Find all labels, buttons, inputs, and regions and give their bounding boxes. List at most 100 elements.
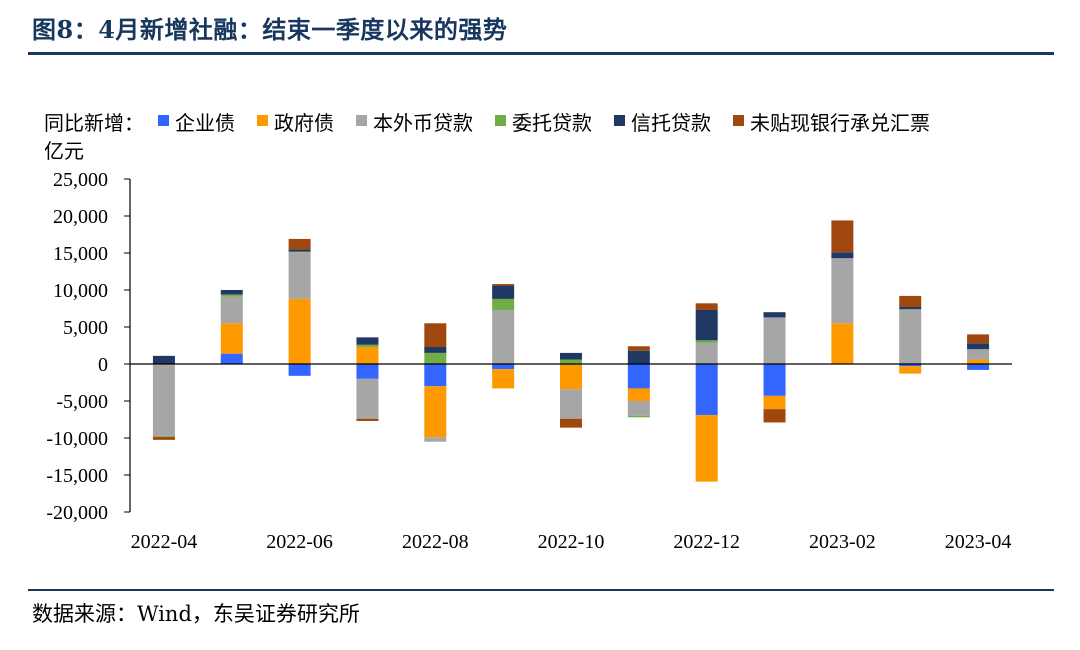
- bar-segment: [220, 296, 243, 324]
- bar-segment: [763, 364, 786, 396]
- bar-segment: [831, 220, 854, 253]
- y-axis: 25,000 20,000 15,000 10,000 5,000 0 -5,000 -10,…: [46, 169, 131, 524]
- legend-swatch: [495, 115, 506, 126]
- legend: 同比新增： 企业债 政府债 本外币贷款 委托贷款 信托贷款 未贴现银行承兑汇票: [44, 111, 930, 135]
- y-tick-label: 10,000: [53, 280, 108, 302]
- y-tick-label: 5,000: [63, 317, 108, 339]
- legend-item-label: 本外币贷款: [373, 111, 473, 135]
- bar-segment: [492, 284, 515, 286]
- bar-segment: [899, 307, 922, 310]
- y-tick-label: 0: [98, 354, 108, 376]
- y-axis-unit-label: 亿元: [44, 140, 84, 163]
- bar-segment: [288, 251, 311, 253]
- legend-swatch: [733, 115, 744, 126]
- legend-swatch: [257, 115, 268, 126]
- legend-swatch: [356, 115, 367, 126]
- bar-segment: [695, 340, 718, 343]
- bar-segment: [356, 346, 379, 364]
- legend-item-label: 信托贷款: [631, 111, 711, 135]
- bar-segment: [831, 252, 854, 259]
- legend-item-label: 政府债: [274, 111, 334, 135]
- bar-segment: [152, 364, 175, 366]
- bar-segment: [492, 285, 515, 299]
- bar-segment: [424, 352, 447, 364]
- bar-segment: [763, 395, 786, 410]
- bar-segment: [288, 238, 311, 250]
- x-tick-label: 2023-02: [809, 531, 876, 553]
- bar-segment: [627, 350, 650, 364]
- bar-segment: [288, 364, 311, 376]
- bar-segment: [967, 343, 990, 350]
- bar-segment: [492, 298, 515, 310]
- legend-item-label: 企业债: [175, 111, 235, 135]
- bar-segment: [220, 353, 243, 364]
- bar-segment: [424, 346, 447, 353]
- figure-title: 图8：4月新增社融：结束一季度以来的强势: [32, 15, 508, 44]
- bar-segment: [899, 366, 922, 374]
- bar-segment: [695, 415, 718, 482]
- x-axis: 2022-04 2022-06 2022-08 2022-10 2022-12 2023-…: [131, 531, 1012, 553]
- bar-segment: [967, 349, 990, 360]
- bar-segment: [152, 365, 175, 437]
- bar-segment: [967, 334, 990, 344]
- bar-segment: [356, 364, 379, 379]
- x-tick-label: 2022-04: [131, 531, 198, 553]
- bar-segment: [627, 401, 650, 416]
- bar-segment: [288, 252, 311, 299]
- legend-item-label: 未贴现银行承兑汇票: [750, 111, 930, 135]
- bar-segment: [220, 290, 243, 295]
- bar-segment: [356, 337, 379, 345]
- bar-segment: [152, 355, 175, 364]
- legend-swatch: [158, 115, 169, 126]
- x-tick-label: 2022-06: [266, 531, 333, 553]
- bar-segment: [967, 359, 990, 364]
- y-tick-label: 15,000: [53, 243, 108, 265]
- x-tick-label: 2022-12: [673, 531, 740, 553]
- x-tick-label: 2023-04: [945, 531, 1012, 553]
- bar-segment: [492, 309, 515, 364]
- y-tick-label: -5,000: [56, 391, 108, 413]
- bar-segment: [695, 364, 718, 416]
- bar-segment: [763, 317, 786, 364]
- bar-segment: [967, 364, 990, 370]
- x-tick-label: 2022-10: [538, 531, 605, 553]
- bar-segment: [695, 342, 718, 364]
- bar-segment: [220, 323, 243, 354]
- bar-segment: [560, 418, 582, 428]
- y-tick-label: -10,000: [46, 428, 108, 450]
- y-tick-label: -15,000: [46, 465, 108, 487]
- bar-segment: [627, 388, 650, 401]
- bar-segment: [560, 364, 582, 390]
- title-rule: [28, 52, 1054, 55]
- bar-segment: [560, 359, 582, 364]
- bar-segment: [220, 294, 243, 297]
- bar-segment: [627, 364, 650, 389]
- bar-segment: [424, 386, 447, 438]
- legend-item-label: 委托贷款: [512, 111, 592, 135]
- bar-segment: [627, 346, 650, 351]
- bar-segment: [424, 364, 447, 387]
- bar-segment: [763, 409, 786, 423]
- y-tick-label: 25,000: [53, 169, 108, 191]
- source-note: 数据来源：Wind，东吴证券研究所: [32, 602, 360, 626]
- bar-segment: [288, 298, 311, 364]
- bar-segment: [288, 249, 311, 252]
- y-tick-label: 20,000: [53, 206, 108, 228]
- bar-segment: [899, 295, 922, 308]
- bar-segment: [899, 364, 922, 367]
- bar-segment: [831, 323, 854, 364]
- bar-segment: [356, 418, 379, 421]
- x-tick-label: 2022-08: [402, 531, 469, 553]
- bar-segment: [492, 364, 515, 370]
- bar-segment: [560, 389, 582, 419]
- bar-segment: [152, 436, 175, 437]
- source-rule: [28, 589, 1054, 591]
- bar-segment: [424, 437, 447, 442]
- bar-segment: [356, 344, 379, 347]
- bar-segment: [424, 323, 447, 347]
- bar-segment: [492, 369, 515, 389]
- bar-segment: [152, 436, 175, 440]
- bar-segment: [763, 312, 786, 318]
- legend-swatch: [614, 115, 625, 126]
